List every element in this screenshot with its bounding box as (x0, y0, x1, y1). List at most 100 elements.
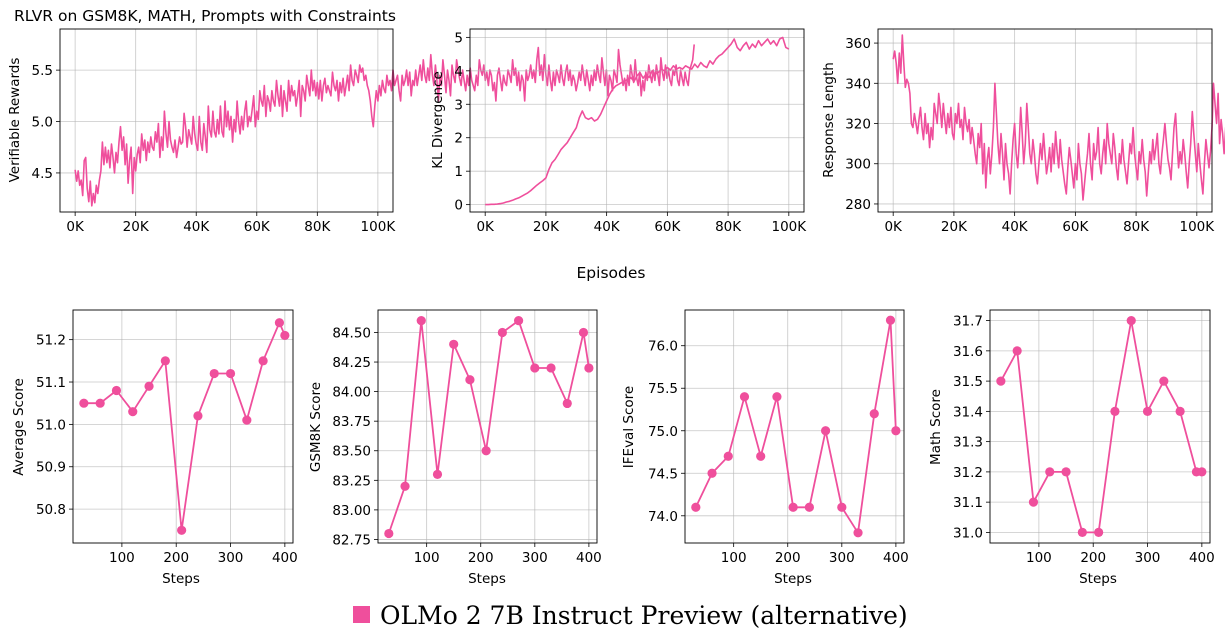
x-tick-label: 100 (721, 550, 747, 566)
data-point (578, 327, 589, 338)
data-point (546, 363, 556, 373)
plot-frame (989, 309, 1211, 544)
data-point (258, 356, 268, 366)
data-point (384, 528, 394, 539)
y-tick-label: 0 (454, 198, 463, 214)
y-tick-label: 2 (454, 131, 463, 147)
chart-ifeval-score: IFEval Score Steps 100 200 300 400 74.0 74.5 7… (621, 309, 909, 587)
y-tick-label: 84.00 (332, 385, 371, 401)
data-point (584, 363, 594, 373)
y-tick-label: 83.25 (332, 473, 371, 489)
data-point (400, 481, 410, 491)
y-tick-label: 31.3 (953, 435, 983, 451)
y-tick-label: 320 (845, 117, 871, 133)
plot-frame (59, 28, 394, 213)
chart-math-score: Math Score Steps 100 200 300 400 31.0 31.1 31.… (928, 309, 1215, 587)
data-point (1028, 497, 1039, 507)
ylabel: GSM8K Score (308, 382, 324, 472)
ylabel: Average Score (11, 378, 27, 476)
y-tick-label: 83.50 (332, 444, 371, 460)
x-tick-label: 60K (1062, 219, 1089, 235)
ylabel: IFEval Score (621, 386, 637, 468)
x-tick-label: 100K (772, 219, 808, 235)
x-tick-label: 300 (218, 550, 244, 566)
y-tick-label: 31.7 (953, 314, 983, 330)
data-point (996, 376, 1006, 386)
x-tick-label: 100 (109, 550, 135, 566)
y-tick-label: 76.0 (648, 339, 678, 355)
x-tick-label: 400 (576, 550, 602, 566)
data-point (274, 318, 285, 328)
y-tick-label: 50.9 (36, 460, 66, 476)
data-point (513, 316, 524, 326)
data-point (177, 525, 187, 535)
data-point (853, 528, 863, 538)
x-tick-label: 80K (1123, 219, 1150, 235)
x-tick-label: 100K (361, 219, 397, 235)
ylabel: Math Score (928, 389, 944, 465)
data-point (79, 398, 89, 408)
x-tick-label: 80K (304, 219, 331, 235)
chart-gsm8k-score: GSM8K Score Steps 100 200 300 400 82.75 83.00… (308, 309, 602, 587)
ylabel: Response Length (821, 62, 837, 178)
y-tick-label: 1 (454, 164, 463, 180)
chart-kl-divergence: KL Divergence 0K 20K 40K 60K 80K 100K 0 1 2 3 4 5 (430, 28, 808, 235)
data-point (691, 502, 701, 512)
y-tick-label: 51.1 (36, 375, 66, 391)
data-point (497, 327, 507, 338)
y-tick-label: 84.25 (332, 355, 371, 371)
x-tick-label: 60K (654, 219, 681, 235)
y-tick-label: 31.5 (953, 374, 983, 390)
xlabel: Steps (1079, 571, 1117, 587)
data-point (1094, 527, 1104, 538)
data-point (160, 356, 170, 366)
data-point (1197, 467, 1207, 477)
y-tick-label: 4.5 (32, 166, 53, 182)
y-tick-label: 31.6 (953, 344, 983, 360)
series-line (387, 319, 590, 534)
data-point (1077, 527, 1087, 538)
series-line (694, 319, 897, 534)
xlabel: Steps (468, 571, 506, 587)
data-point (723, 451, 733, 461)
x-tick-label: 200 (163, 550, 189, 566)
data-point (707, 468, 717, 478)
y-tick-label: 31.4 (953, 404, 983, 420)
ylabel: Verifiable Rewards (7, 58, 23, 183)
x-tick-label: 200 (775, 550, 801, 566)
y-tick-label: 50.8 (36, 502, 66, 518)
x-tick-label: 100K (1180, 219, 1216, 235)
data-point (837, 502, 847, 512)
data-point (144, 381, 154, 391)
y-tick-label: 51.0 (36, 417, 66, 433)
data-point (1142, 406, 1153, 416)
x-tick-label: 400 (272, 550, 298, 566)
chart-response-length: Response Length 0K 20K 40K 60K 80K 100K 280 300… (821, 28, 1225, 235)
data-point (449, 339, 459, 349)
data-point (891, 426, 901, 436)
data-point (1159, 376, 1169, 386)
y-tick-label: 5.5 (32, 63, 53, 79)
xlabel: Steps (162, 571, 200, 587)
data-point (416, 316, 426, 326)
y-tick-label: 82.75 (332, 532, 371, 548)
x-tick-label: 80K (715, 219, 742, 235)
data-point (885, 315, 896, 325)
shared-xlabel: Episodes (577, 264, 646, 282)
data-point (756, 451, 766, 461)
x-tick-label: 20K (941, 219, 968, 235)
figure-title: RLVR on GSM8K, MATH, Prompts with Constr… (14, 7, 396, 25)
plot-frame (877, 28, 1213, 213)
plot-frame (72, 309, 294, 544)
data-point (432, 469, 443, 480)
x-tick-label: 20K (533, 219, 560, 235)
data-point (225, 368, 236, 379)
x-tick-label: 40K (594, 219, 621, 235)
y-tick-label: 83.75 (332, 414, 371, 430)
data-point (1126, 315, 1136, 326)
plot-frame (684, 309, 905, 544)
data-point (869, 409, 879, 419)
x-tick-label: 60K (244, 219, 271, 235)
data-point (193, 411, 203, 421)
data-point (242, 415, 252, 425)
